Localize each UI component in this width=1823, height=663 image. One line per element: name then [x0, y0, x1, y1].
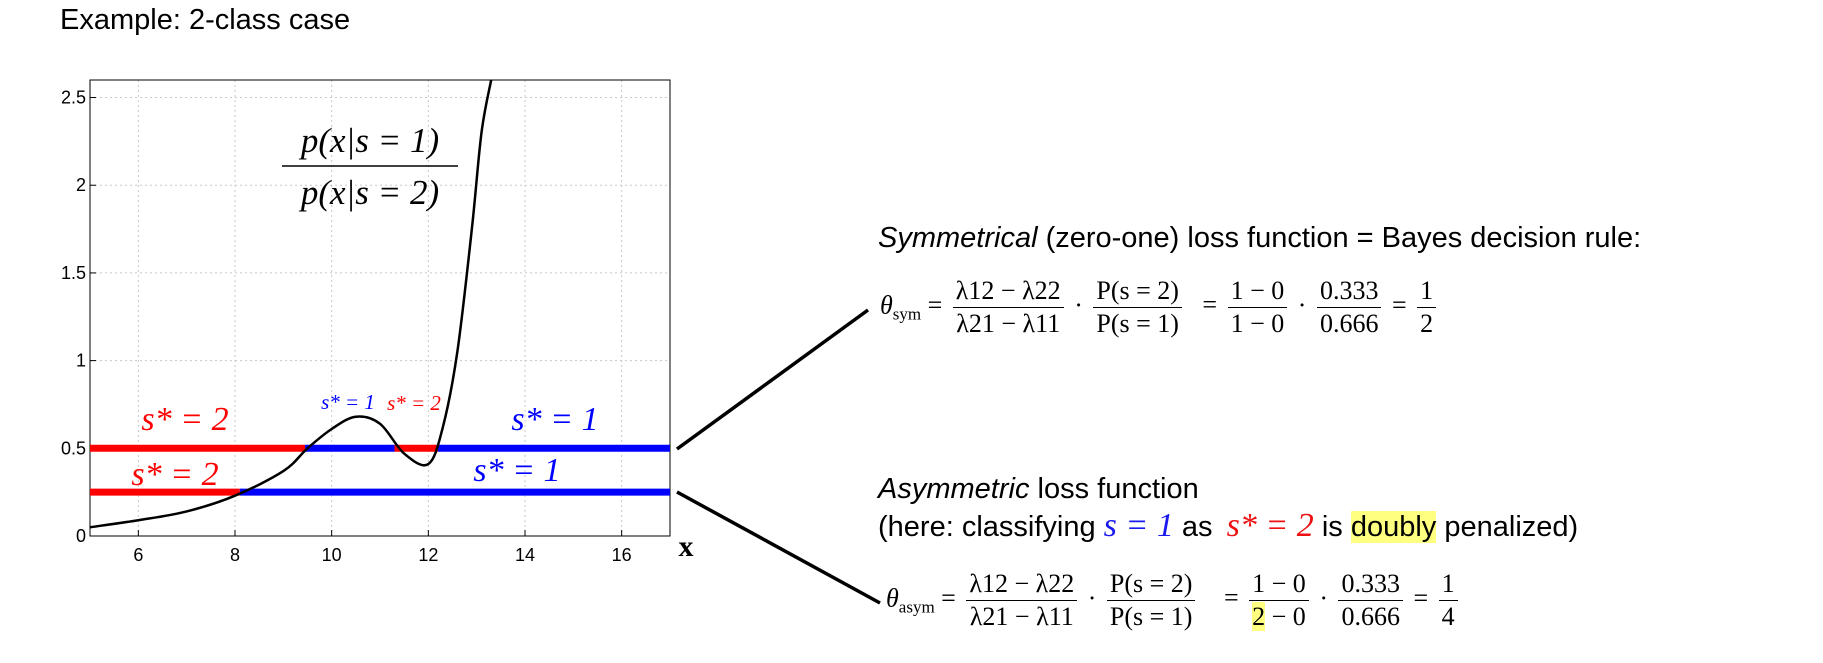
- asymmetric-equation: θasym = λ12 − λ22 λ21 − λ11 · P(s = 2) P(s…: [886, 568, 1462, 633]
- annotation-upper-right: s* = 1: [511, 401, 598, 438]
- annotation-upper-left: s* = 2: [141, 401, 228, 438]
- asymmetric-explanation: (here: classifying s = 1 as s* = 2 is do…: [878, 507, 1579, 544]
- symmetric-heading: Symmetrical (zero-one) loss function = B…: [878, 222, 1642, 254]
- x-tick-label: 10: [322, 545, 342, 565]
- y-tick-label: 0: [76, 526, 86, 546]
- grid: [90, 80, 670, 536]
- slide-title: Example: 2-class case: [60, 4, 351, 36]
- x-tick-label: 12: [418, 545, 438, 565]
- y-tick-label: 2: [76, 175, 86, 195]
- asymmetric-heading: Asymmetric loss function: [878, 473, 1199, 505]
- y-tick-label: 1.5: [61, 263, 86, 283]
- plot-frame: [89, 79, 671, 537]
- connector-lower: [676, 490, 881, 605]
- axis-ticks: 6 8 10 12 14 16 0 0.5 1 1.5 2 2.5: [61, 88, 632, 565]
- annotation-lower-left: s* = 2: [131, 456, 218, 493]
- x-axis-label: x: [679, 530, 694, 563]
- x-tick-label: 16: [612, 545, 632, 565]
- x-tick-label: 14: [515, 545, 535, 565]
- curve-label-numerator: p(x|s = 1): [298, 121, 439, 160]
- annotation-small-red: s* = 2: [387, 391, 441, 415]
- annotation-lower-right: s* = 1: [473, 452, 560, 489]
- x-tick-label: 8: [230, 545, 240, 565]
- doubled-loss-highlight: 2: [1252, 602, 1266, 631]
- threshold-lines: [90, 444, 670, 496]
- y-tick-label: 0.5: [61, 438, 86, 458]
- y-tick-label: 1: [76, 351, 86, 371]
- annotation-small-blue: s* = 1: [321, 390, 375, 414]
- x-tick-label: 6: [133, 545, 143, 565]
- likelihood-ratio-curve: [89, 79, 493, 529]
- doubly-highlight: doubly: [1350, 511, 1437, 543]
- connector-upper: [675, 308, 870, 451]
- curve-label-denominator: p(x|s = 2): [298, 173, 439, 212]
- y-tick-label: 2.5: [61, 88, 86, 108]
- symmetric-equation: θsym = λ12 − λ22 λ21 − λ11 · P(s = 2) P(s …: [880, 275, 1440, 340]
